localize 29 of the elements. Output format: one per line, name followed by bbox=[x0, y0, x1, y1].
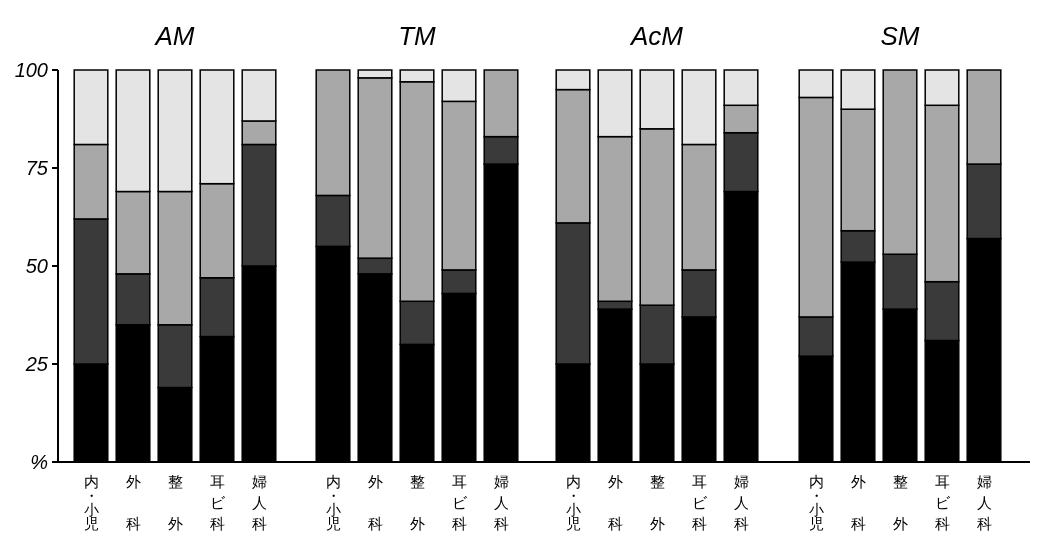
y-tick-label: 75 bbox=[25, 157, 49, 179]
y-tick-label: 50 bbox=[25, 255, 48, 277]
x-tick-label: 内・小児 bbox=[325, 473, 341, 532]
category-label: 外科 bbox=[125, 473, 141, 532]
x-tick-label: 耳ビ科 bbox=[451, 473, 468, 532]
chart-title: TM bbox=[398, 21, 437, 51]
x-tick-label: 耳ビ科 bbox=[209, 473, 226, 532]
category-label: 外科 bbox=[607, 473, 623, 532]
x-tick-label: 耳ビ科 bbox=[934, 473, 951, 532]
x-tick-label: 内・小児 bbox=[808, 473, 824, 532]
y-tick-label: 100 bbox=[14, 59, 48, 81]
category-label: 整外 bbox=[409, 473, 425, 532]
x-tick-label: 婦人科 bbox=[493, 473, 509, 532]
x-tick-label: 内・小児 bbox=[83, 473, 99, 532]
chart-title: AcM bbox=[629, 21, 684, 51]
x-tick-label: 内・小児 bbox=[565, 473, 581, 532]
category-label: 整外 bbox=[892, 473, 908, 532]
x-tick-label: 婦人科 bbox=[251, 473, 267, 532]
x-tick-label: 婦人科 bbox=[733, 473, 749, 532]
chart-title: AM bbox=[153, 21, 195, 51]
category-label: 整外 bbox=[167, 473, 183, 532]
x-tick-label: 耳ビ科 bbox=[691, 473, 708, 532]
y-tick-label: 25 bbox=[24, 353, 49, 375]
category-label: 外科 bbox=[850, 473, 866, 532]
y-tick-label: % bbox=[30, 451, 48, 473]
chart-title: SM bbox=[880, 21, 920, 51]
x-tick-label: 婦人科 bbox=[976, 473, 992, 532]
category-label: 外科 bbox=[367, 473, 383, 532]
category-label: 整外 bbox=[649, 473, 665, 532]
